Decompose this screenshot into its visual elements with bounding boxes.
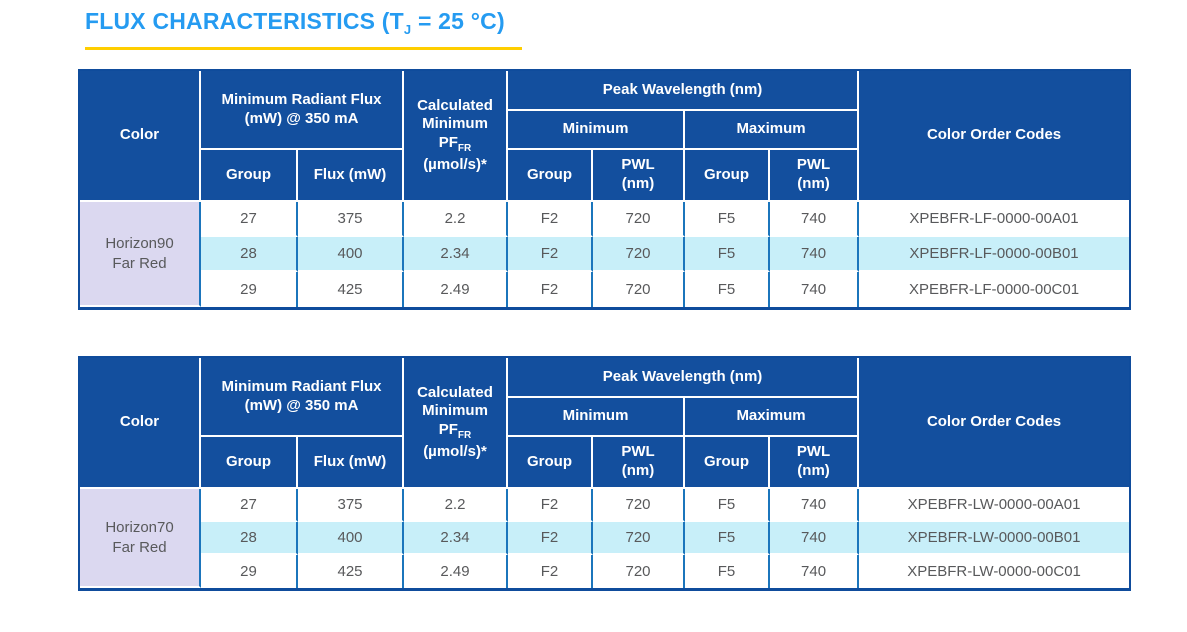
- col-header-flux-group: Group: [201, 437, 298, 489]
- col-header-color: Color: [80, 71, 201, 202]
- group-cell: 27: [201, 489, 298, 522]
- pf-cell: 2.49: [404, 272, 509, 307]
- flux-cell: 425: [298, 272, 405, 307]
- table-row: Horizon70 Far Red 27 375 2.2 F2 720 F5 74…: [80, 489, 1129, 588]
- max-pwl-cell: 740: [770, 489, 860, 522]
- col-header-pwl-maximum: Maximum: [685, 111, 860, 150]
- col-header-min-group: Group: [508, 150, 594, 202]
- col-header-flux-group: Group: [201, 150, 298, 202]
- col-header-calc-min-pf: Calculated Minimum PFFR (µmol/s)*: [404, 71, 509, 202]
- max-pwl-cell: 740: [770, 555, 860, 588]
- flux-table-horizon70: Color Minimum Radiant Flux (mW) @ 350 mA…: [78, 356, 1131, 591]
- order-code-cell: XPEBFR-LF-0000-00B01: [859, 237, 1129, 272]
- min-pwl-cell: 720: [593, 237, 686, 272]
- min-pwl-cell: 720: [593, 272, 686, 307]
- max-pwl-cell: 740: [770, 272, 860, 307]
- order-code-cell: XPEBFR-LW-0000-00C01: [859, 555, 1129, 588]
- color-name-cell: Horizon90 Far Red: [80, 202, 201, 307]
- title-underline: [85, 47, 522, 50]
- order-code-cell: XPEBFR-LW-0000-00B01: [859, 522, 1129, 555]
- flux-table-horizon90: Color Minimum Radiant Flux (mW) @ 350 mA…: [78, 69, 1131, 310]
- pf-cell: 2.34: [404, 237, 509, 272]
- col-header-color-order-codes: Color Order Codes: [859, 358, 1129, 489]
- min-group-cell: F2: [508, 202, 594, 237]
- col-header-min-pwl: PWL (nm): [593, 437, 686, 489]
- col-header-min-group: Group: [508, 437, 594, 489]
- pf-cell: 2.2: [404, 202, 509, 237]
- order-code-cell: XPEBFR-LF-0000-00A01: [859, 202, 1129, 237]
- min-group-cell: F2: [508, 555, 594, 588]
- min-pwl-cell: 720: [593, 489, 686, 522]
- col-header-max-pwl: PWL (nm): [770, 437, 860, 489]
- col-header-flux-mw: Flux (mW): [298, 437, 405, 489]
- max-group-cell: F5: [685, 237, 771, 272]
- flux-cell: 375: [298, 202, 405, 237]
- table-row: 29 425 2.49 F2 720 F5 740 XPEBFR-LW-0000…: [80, 555, 1129, 588]
- max-pwl-cell: 740: [770, 522, 860, 555]
- flux-table: Color Minimum Radiant Flux (mW) @ 350 mA…: [80, 71, 1129, 307]
- col-header-max-group: Group: [685, 150, 771, 202]
- flux-cell: 400: [298, 237, 405, 272]
- min-pwl-cell: 720: [593, 202, 686, 237]
- col-header-calc-min-pf: Calculated Minimum PFFR (µmol/s)*: [404, 358, 509, 489]
- flux-cell: 400: [298, 522, 405, 555]
- max-group-cell: F5: [685, 555, 771, 588]
- flux-cell: 375: [298, 489, 405, 522]
- group-cell: 27: [201, 202, 298, 237]
- group-cell: 29: [201, 272, 298, 307]
- pf-cell: 2.49: [404, 555, 509, 588]
- table-row: Horizon90 Far Red 27 375 2.2 F2 720 F5 74…: [80, 202, 1129, 307]
- page-title: FLUX CHARACTERISTICS (TJ = 25 °C): [85, 8, 505, 37]
- min-group-cell: F2: [508, 522, 594, 555]
- order-code-cell: XPEBFR-LF-0000-00C01: [859, 272, 1129, 307]
- order-code-cell: XPEBFR-LW-0000-00A01: [859, 489, 1129, 522]
- col-header-flux-mw: Flux (mW): [298, 150, 405, 202]
- group-cell: 28: [201, 237, 298, 272]
- col-header-min-pwl: PWL (nm): [593, 150, 686, 202]
- pf-cell: 2.34: [404, 522, 509, 555]
- col-header-max-group: Group: [685, 437, 771, 489]
- max-group-cell: F5: [685, 272, 771, 307]
- page-title-suffix: = 25 °C): [411, 8, 505, 34]
- col-header-min-radiant-flux: Minimum Radiant Flux (mW) @ 350 mA: [201, 71, 405, 150]
- min-group-cell: F2: [508, 489, 594, 522]
- col-header-pwl-minimum: Minimum: [508, 398, 686, 437]
- group-cell: 29: [201, 555, 298, 588]
- col-header-min-radiant-flux: Minimum Radiant Flux (mW) @ 350 mA: [201, 358, 405, 437]
- table-row: 28 400 2.34 F2 720 F5 740 XPEBFR-LW-0000…: [80, 522, 1129, 555]
- min-pwl-cell: 720: [593, 555, 686, 588]
- col-header-peak-wavelength: Peak Wavelength (nm): [508, 358, 860, 398]
- page-title-subscript: J: [403, 22, 412, 37]
- color-name-cell: Horizon70 Far Red: [80, 489, 201, 588]
- max-group-cell: F5: [685, 489, 771, 522]
- col-header-color: Color: [80, 358, 201, 489]
- col-header-pwl-maximum: Maximum: [685, 398, 860, 437]
- max-pwl-cell: 740: [770, 202, 860, 237]
- group-cell: 28: [201, 522, 298, 555]
- min-group-cell: F2: [508, 272, 594, 307]
- min-pwl-cell: 720: [593, 522, 686, 555]
- max-pwl-cell: 740: [770, 237, 860, 272]
- table-row: 28 400 2.34 F2 720 F5 740 XPEBFR-LF-0000…: [80, 237, 1129, 272]
- page-title-text: FLUX CHARACTERISTICS (T: [85, 8, 404, 34]
- col-header-peak-wavelength: Peak Wavelength (nm): [508, 71, 860, 111]
- min-group-cell: F2: [508, 237, 594, 272]
- flux-cell: 425: [298, 555, 405, 588]
- col-header-color-order-codes: Color Order Codes: [859, 71, 1129, 202]
- pf-cell: 2.2: [404, 489, 509, 522]
- table-row: 29 425 2.49 F2 720 F5 740 XPEBFR-LF-0000…: [80, 272, 1129, 307]
- max-group-cell: F5: [685, 202, 771, 237]
- max-group-cell: F5: [685, 522, 771, 555]
- flux-table: Color Minimum Radiant Flux (mW) @ 350 mA…: [80, 358, 1129, 588]
- col-header-max-pwl: PWL (nm): [770, 150, 860, 202]
- col-header-pwl-minimum: Minimum: [508, 111, 686, 150]
